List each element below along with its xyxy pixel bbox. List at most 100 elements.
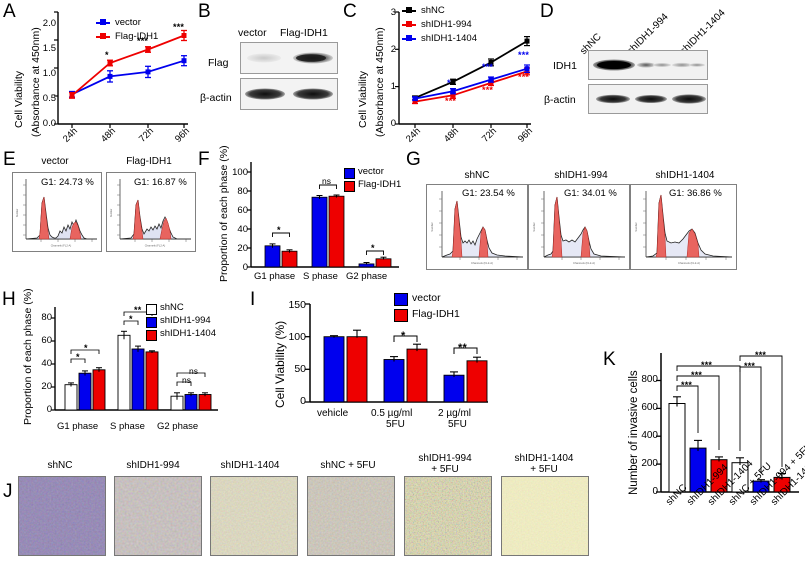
panel-k-ytick-2: 400 [641, 430, 658, 441]
panel-i-legend-swatch-vector [394, 293, 408, 306]
panel-i-legend-swatch-flag [394, 309, 408, 322]
panel-f-xtick-1: S phase [303, 271, 338, 282]
panel-h-xtick-2: G2 phase [157, 421, 199, 432]
panel-i-ytick-1: 50 [294, 363, 306, 375]
panel-d-label: D [540, 1, 554, 22]
panel-i-label: I [250, 289, 256, 310]
panel-j-title-3: shNC + 5FU [320, 460, 376, 471]
panel-k-ytick-4: 800 [641, 374, 658, 385]
panel-f-ytick-2: 40 [237, 224, 248, 235]
panel-i-xtick-1-l2: 5FU [386, 419, 405, 430]
panel-j-title-4-l1: shIDH1-994 [418, 453, 472, 464]
panel-f-legend-label-vector: vector [358, 166, 384, 177]
panel-d-blot-actin [588, 84, 708, 114]
panel-i-xtick-1-l1: 0.5 µg/ml [371, 408, 413, 419]
panel-h-legend-swatch-sh1404 [146, 330, 157, 341]
panel-c-sig-96h-red: *** [518, 72, 530, 82]
panel-j-title-5-l1: shIDH1-1404 [514, 453, 574, 464]
svg-text:Channels (FL2-A): Channels (FL2-A) [573, 261, 595, 265]
panel-k-plot [656, 353, 799, 493]
panel-c-legend-dot-shnc [406, 7, 412, 13]
panel-f-sig-s: ns [322, 176, 331, 186]
panel-j-image-sh994 [114, 476, 202, 556]
panel-c-label: C [343, 1, 357, 22]
panel-h-sig-g1-b: * [84, 343, 88, 353]
panel-k-sig-4: *** [744, 361, 756, 371]
panel-h-legend-label-sh994: shIDH1-994 [160, 315, 211, 326]
panel-g-title-2: shIDH1-1404 [655, 170, 715, 181]
panel-g-g1-1: G1: 34.01 % [564, 188, 617, 199]
panel-i-xtick-2-l2: 5FU [448, 419, 467, 430]
panel-h-ytick-2: 40 [41, 358, 52, 369]
panel-d: D shNC shIDH1-994 shIDH1-1404 IDH1 β-act… [538, 0, 805, 148]
panel-j-title-0: shNC [47, 460, 73, 471]
panel-e-flowplot-1: Channels (FL2-A) Number [106, 172, 196, 252]
panel-a-legend-label-vector: vector [115, 17, 141, 28]
panel-f-xtick-0: G1 phase [254, 271, 296, 282]
panel-j: J shNC shIDH1-994 shIDH1-1404 shNC + 5FU… [0, 442, 600, 565]
panel-c-sig-96h-blue: *** [518, 50, 530, 60]
svg-text:Number: Number [16, 209, 19, 218]
panel-i-ytick-3: 150 [288, 299, 306, 311]
panel-f-label: F [198, 149, 210, 170]
panel-h-sig-g2-b: ns [189, 366, 198, 376]
panel-h-ytick-3: 60 [41, 335, 52, 346]
panel-i-ytick-0: 0 [300, 395, 306, 407]
panel-g-label: G [406, 149, 421, 170]
panel-h-ytick-1: 20 [41, 381, 52, 392]
panel-f-xtick-2: G2 phase [346, 271, 388, 282]
panel-f-ytick-5: 100 [232, 167, 248, 178]
svg-text:Channels (FL2-A): Channels (FL2-A) [51, 244, 72, 248]
panel-a-plot [54, 11, 188, 128]
panel-e-title-1: Flag-IDH1 [126, 156, 172, 167]
panel-a-legend-label-flag: Flag-IDH1 [115, 31, 159, 42]
panel-c-ytick-1: 1 [390, 81, 396, 92]
panel-b-label: B [198, 1, 211, 22]
panel-h-legend-label-sh1404: shIDH1-1404 [160, 328, 216, 339]
panel-b-blot-flag [240, 42, 338, 74]
panel-d-blot-idh1 [588, 50, 708, 80]
panel-f-ytick-1: 20 [237, 243, 248, 254]
panel-a: A Cell Viability (Absorbance at 450nm) 2… [0, 0, 195, 148]
panel-c-sig-72h-red: *** [482, 85, 494, 95]
panel-h-ytick-0: 0 [46, 404, 52, 415]
svg-text:Channels (FL2-A): Channels (FL2-A) [678, 261, 700, 265]
panel-f-ytick-3: 60 [237, 205, 248, 216]
panel-h-legend-swatch-sh994 [146, 317, 157, 328]
panel-b-lane-label-vector: vector [238, 27, 267, 39]
panel-c-sig-48h-red: *** [445, 96, 457, 106]
panel-h-plot [51, 307, 218, 411]
panel-j-image-shnc-5fu [307, 476, 395, 556]
panel-c-legend-label-sh994: shIDH1-994 [421, 19, 472, 30]
panel-c-legend-dot-sh1404 [406, 35, 412, 41]
panel-i: I Cell Viability (%) 150 100 50 0 [228, 290, 578, 442]
panel-k-label: K [603, 349, 616, 370]
panel-a-ytick-3: 1.5 [42, 43, 56, 54]
panel-g-title-1: shIDH1-994 [554, 170, 608, 181]
panel-k-ytick-3: 600 [641, 402, 658, 413]
panel-f-legend-swatch-flag [344, 181, 355, 192]
panel-c-ylabel-1: Cell Viability [357, 71, 369, 128]
panel-b-row-label-flag: Flag [208, 57, 229, 69]
panel-c-ytick-3: 3 [390, 7, 396, 18]
panel-a-legend-dot-vector [100, 19, 106, 25]
panel-e-g1-1: G1: 16.87 % [134, 177, 187, 188]
panel-d-row-label-actin: β-actin [544, 94, 576, 106]
panel-k-sig-5: *** [755, 350, 767, 360]
panel-c-ytick-0: 0 [390, 118, 396, 129]
panel-h-label: H [2, 289, 16, 310]
panel-e: E vector Flag-IDH1 Channels (FL2-A) Numb… [0, 150, 196, 290]
panel-c-legend-dot-sh994 [406, 21, 412, 27]
panel-g-g1-0: G1: 23.54 % [462, 188, 515, 199]
panel-f-legend-label-flag: Flag-IDH1 [358, 179, 402, 190]
panel-d-row-label-idh1: IDH1 [553, 60, 577, 72]
panel-h-sig-g2-a: ns [182, 375, 191, 385]
panel-h-sig-s-a: * [129, 314, 133, 324]
panel-a-legend-dot-flag [100, 33, 106, 39]
panel-h-sig-g1-a: * [76, 352, 80, 362]
panel-b-lane-label-flag: Flag-IDH1 [280, 27, 328, 39]
panel-g-flowplot-2: Channels (FL2-A) Number [630, 184, 737, 270]
panel-a-sig-48h: * [105, 50, 109, 60]
panel-h-xtick-0: G1 phase [57, 421, 99, 432]
panel-b: B vector Flag-IDH1 Flag β-actin [196, 0, 344, 148]
